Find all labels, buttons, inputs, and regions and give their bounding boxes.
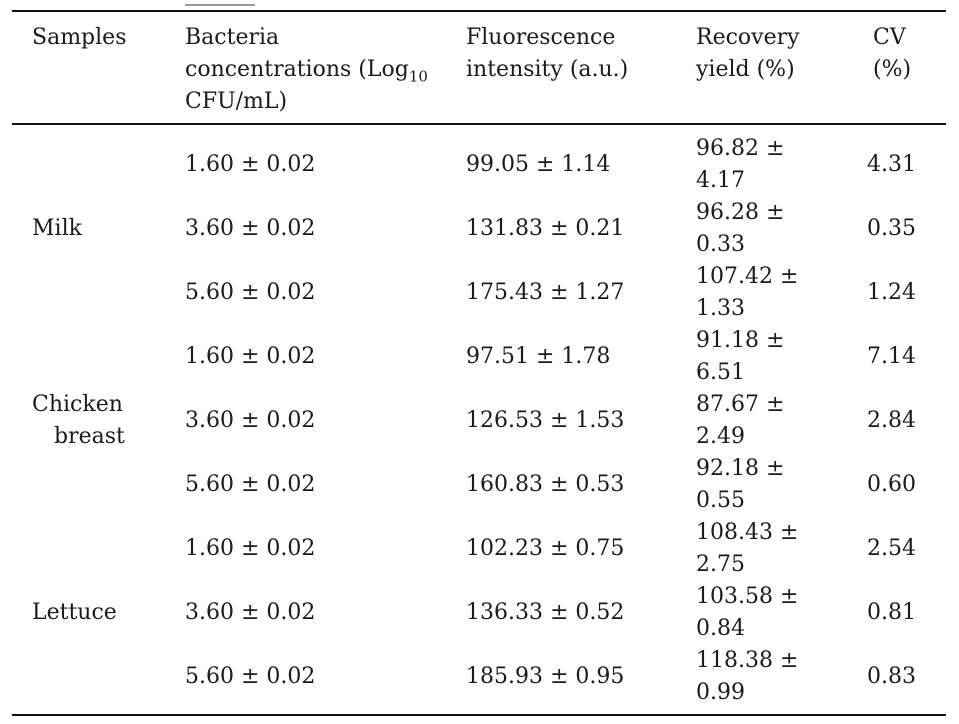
cell-fluorescence: 126.53 ± 1.53 bbox=[466, 408, 625, 433]
cell-recovery-line1: 96.28 ± bbox=[696, 200, 785, 225]
cell-cv: 2.84 bbox=[867, 408, 916, 433]
cell-recovery-line2: 4.17 bbox=[696, 168, 745, 193]
cell-recovery-line1: 118.38 ± bbox=[696, 648, 799, 673]
header-bacteria: Bacteria concentrations (Log10 CFU/mL) bbox=[185, 22, 428, 118]
header-bacteria-subscript: 10 bbox=[408, 67, 428, 86]
cell-fluorescence: 131.83 ± 0.21 bbox=[466, 216, 625, 241]
header-fluorescence: Fluorescence intensity (a.u.) bbox=[466, 22, 628, 86]
header-cv-line2: (%) bbox=[873, 57, 912, 82]
group-label-chicken-breast: Chicken breast bbox=[32, 389, 125, 453]
cell-recovery-line2: 0.99 bbox=[696, 680, 745, 705]
cell-bacteria: 1.60 ± 0.02 bbox=[185, 536, 316, 561]
cell-cv: 2.54 bbox=[867, 536, 916, 561]
table-bottom-rule bbox=[12, 714, 946, 716]
cell-recovery-line1: 107.42 ± bbox=[696, 264, 799, 289]
cell-cv: 1.24 bbox=[867, 280, 916, 305]
cell-recovery-line1: 87.67 ± bbox=[696, 392, 785, 417]
cell-cv: 0.81 bbox=[867, 600, 916, 625]
cell-recovery: 92.18 ± 0.55 bbox=[696, 453, 784, 517]
cell-recovery: 87.67 ± 2.49 bbox=[696, 389, 784, 453]
group-label-text: Chicken bbox=[32, 392, 123, 417]
cell-recovery: 118.38 ± 0.99 bbox=[696, 645, 798, 709]
cell-recovery-line2: 2.75 bbox=[696, 552, 745, 577]
cell-fluorescence: 99.05 ± 1.14 bbox=[466, 152, 611, 177]
cell-recovery-line2: 0.84 bbox=[696, 616, 745, 641]
cell-recovery: 107.42 ± 1.33 bbox=[696, 261, 798, 325]
table-row: 3.60 ± 0.02 131.83 ± 0.21 96.28 ± 0.33 0.… bbox=[0, 197, 959, 261]
cell-recovery-line2: 0.55 bbox=[696, 488, 745, 513]
cell-fluorescence: 136.33 ± 0.52 bbox=[466, 600, 625, 625]
cell-recovery-line1: 91.18 ± bbox=[696, 328, 785, 353]
table-row: 5.60 ± 0.02 175.43 ± 1.27 107.42 ± 1.33 1… bbox=[0, 261, 959, 325]
cell-recovery-line1: 103.58 ± bbox=[696, 584, 799, 609]
cell-recovery: 96.28 ± 0.33 bbox=[696, 197, 784, 261]
cell-bacteria: 5.60 ± 0.02 bbox=[185, 280, 316, 305]
cell-recovery-line2: 6.51 bbox=[696, 360, 745, 385]
header-recovery: Recovery yield (%) bbox=[696, 22, 800, 86]
cell-recovery: 103.58 ± 0.84 bbox=[696, 581, 798, 645]
table-row: 5.60 ± 0.02 160.83 ± 0.53 92.18 ± 0.55 0.… bbox=[0, 453, 959, 517]
header-bacteria-line1: Bacteria bbox=[185, 25, 280, 50]
cell-bacteria: 5.60 ± 0.02 bbox=[185, 664, 316, 689]
header-samples-text: Samples bbox=[32, 25, 127, 50]
cell-fluorescence: 102.23 ± 0.75 bbox=[466, 536, 625, 561]
table-row: 1.60 ± 0.02 99.05 ± 1.14 96.82 ± 4.17 4.3… bbox=[0, 133, 959, 197]
cell-cv: 7.14 bbox=[867, 344, 916, 369]
header-cv: CV (%) bbox=[873, 22, 911, 86]
header-fluorescence-line1: Fluorescence bbox=[466, 25, 616, 50]
table-row: 3.60 ± 0.02 136.33 ± 0.52 103.58 ± 0.84 0… bbox=[0, 581, 959, 645]
cell-recovery: 108.43 ± 2.75 bbox=[696, 517, 798, 581]
cell-recovery-line2: 0.33 bbox=[696, 232, 745, 257]
cell-recovery-line2: 2.49 bbox=[696, 424, 745, 449]
header-recovery-line1: Recovery bbox=[696, 25, 800, 50]
cell-recovery: 96.82 ± 4.17 bbox=[696, 133, 784, 197]
cell-fluorescence: 175.43 ± 1.27 bbox=[466, 280, 625, 305]
cell-bacteria: 3.60 ± 0.02 bbox=[185, 600, 316, 625]
cell-cv: 0.35 bbox=[867, 216, 916, 241]
cell-fluorescence: 185.93 ± 0.95 bbox=[466, 664, 625, 689]
cell-bacteria: 3.60 ± 0.02 bbox=[185, 216, 316, 241]
cell-bacteria: 1.60 ± 0.02 bbox=[185, 152, 316, 177]
cell-recovery: 91.18 ± 6.51 bbox=[696, 325, 784, 389]
cell-fluorescence: 160.83 ± 0.53 bbox=[466, 472, 625, 497]
cell-bacteria: 1.60 ± 0.02 bbox=[185, 344, 316, 369]
cell-cv: 0.83 bbox=[867, 664, 916, 689]
group-label-text: Milk bbox=[32, 216, 82, 241]
cell-recovery-line2: 1.33 bbox=[696, 296, 745, 321]
header-bacteria-line2: concentrations (Log bbox=[185, 57, 409, 82]
group-label-text: Lettuce bbox=[32, 600, 117, 625]
cell-fluorescence: 97.51 ± 1.78 bbox=[466, 344, 611, 369]
table-header-rule bbox=[12, 123, 946, 125]
cell-recovery-line1: 96.82 ± bbox=[696, 136, 785, 161]
table-row: 3.60 ± 0.02 126.53 ± 1.53 87.67 ± 2.49 2.… bbox=[0, 389, 959, 453]
header-fluorescence-line2: intensity (a.u.) bbox=[466, 57, 629, 82]
cell-recovery-line1: 108.43 ± bbox=[696, 520, 799, 545]
cell-bacteria: 5.60 ± 0.02 bbox=[185, 472, 316, 497]
cell-cv: 0.60 bbox=[867, 472, 916, 497]
cropped-caption-fragment bbox=[185, 0, 255, 6]
cell-recovery-line1: 92.18 ± bbox=[696, 456, 785, 481]
header-cv-line1: CV bbox=[873, 25, 906, 50]
cell-cv: 4.31 bbox=[867, 152, 916, 177]
group-label-milk: Milk bbox=[32, 213, 82, 245]
table-row: 1.60 ± 0.02 102.23 ± 0.75 108.43 ± 2.75 2… bbox=[0, 517, 959, 581]
table-top-rule bbox=[12, 10, 946, 12]
header-recovery-line2: yield (%) bbox=[696, 57, 795, 82]
header-bacteria-line3: CFU/mL) bbox=[185, 89, 288, 114]
table-row: 5.60 ± 0.02 185.93 ± 0.95 118.38 ± 0.99 0… bbox=[0, 645, 959, 709]
header-samples: Samples bbox=[32, 22, 126, 54]
group-label-text-line2: breast bbox=[54, 424, 125, 449]
group-label-lettuce: Lettuce bbox=[32, 597, 117, 629]
table-row: 1.60 ± 0.02 97.51 ± 1.78 91.18 ± 6.51 7.1… bbox=[0, 325, 959, 389]
cell-bacteria: 3.60 ± 0.02 bbox=[185, 408, 316, 433]
